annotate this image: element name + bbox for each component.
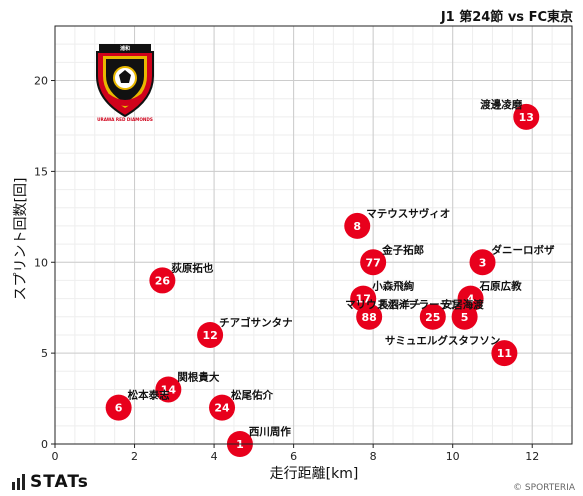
y-tick-label: 0 [41, 438, 48, 451]
copyright-text: © SPORTERIA [513, 483, 575, 493]
data-point: 3 [469, 249, 496, 276]
point-player-name: ダニーロボザ [492, 243, 555, 256]
point-number-label: 11 [497, 347, 512, 360]
y-tick-label: 10 [34, 256, 48, 269]
point-number-label: 17 [356, 293, 371, 306]
point-player-name: 松尾佑介 [231, 389, 273, 402]
point-marker [469, 249, 496, 276]
y-tick-label: 15 [34, 165, 48, 178]
point-marker [155, 376, 182, 403]
club-crest-logo: 浦和 URAWA RED DIAMONDS [96, 44, 154, 122]
x-tick-label: 2 [131, 450, 138, 463]
point-player-name: 荻原拓也 [171, 261, 213, 274]
plot-frame [54, 25, 573, 445]
stats-bars-icon [12, 474, 25, 490]
crest-top-bar [99, 44, 151, 51]
point-number-label: 3 [479, 256, 487, 269]
data-point: 25 [419, 303, 446, 330]
point-number-label: 5 [461, 311, 469, 324]
point-player-name: 渡邊凌磨 [480, 98, 522, 111]
crest-ribbon [109, 94, 141, 106]
point-player-name: 関根貴大 [177, 370, 219, 383]
match-title: J1 第24節 vs FC東京 [440, 10, 573, 25]
point-number-label: 6 [115, 402, 123, 415]
x-axis-label: 走行距離[km] [270, 465, 359, 482]
point-number-label: 25 [425, 311, 440, 324]
stats-brand-text: STATs [30, 472, 89, 492]
point-number-label: 24 [214, 402, 230, 415]
data-point: 24 [209, 394, 236, 421]
point-number-label: 14 [161, 383, 177, 396]
crest-ball-pattern [119, 70, 131, 83]
point-number-label: 77 [365, 256, 380, 269]
point-player-name: 金子拓郎 [381, 243, 424, 256]
data-point: 12 [197, 321, 224, 348]
point-marker [105, 394, 132, 421]
data-point: 13 [513, 103, 540, 130]
point-marker [197, 321, 224, 348]
y-tick-label: 5 [41, 347, 48, 360]
point-number-label: 26 [155, 274, 171, 287]
x-tick-label: 6 [290, 450, 297, 463]
x-tick-label: 8 [370, 450, 377, 463]
point-player-name: 石原広教 [479, 280, 522, 293]
point-marker [356, 303, 383, 330]
data-point: 5 [451, 303, 478, 330]
point-number-label: 8 [353, 220, 361, 233]
point-number-label: 4 [467, 293, 475, 306]
point-player-name: 小森飛絢 [371, 280, 414, 293]
crest-top-text: 浦和 [120, 45, 130, 52]
point-marker [209, 394, 236, 421]
point-player-name: 松本泰志 [128, 389, 170, 402]
x-tick-label: 0 [52, 450, 59, 463]
y-tick-label: 20 [34, 75, 48, 88]
axes [54, 25, 573, 445]
point-marker [360, 249, 387, 276]
point-number-label: 12 [202, 329, 217, 342]
point-player-name: チアゴサンタナ [219, 316, 293, 329]
point-player-name: 安居海渡 [442, 298, 484, 311]
data-point: 8 [344, 212, 371, 239]
data-point: 77 [360, 249, 387, 276]
point-marker [451, 303, 478, 330]
data-point: 11 [491, 340, 518, 367]
point-marker [419, 303, 446, 330]
data-point: 14 [155, 376, 182, 403]
point-marker [491, 340, 518, 367]
x-tick-label: 12 [525, 450, 539, 463]
y-axis-label: スプリント回数[回] [13, 178, 29, 301]
x-tick-label: 10 [446, 450, 460, 463]
point-player-name: マリウスホイブラーテン [345, 298, 461, 311]
stats-logo: STATs [12, 472, 89, 492]
point-player-name: マテウスサヴィオ [366, 207, 450, 220]
point-marker [149, 267, 176, 294]
data-point: 88 [356, 303, 383, 330]
crest-club-name: URAWA RED DIAMONDS [97, 117, 153, 122]
data-point: 26 [149, 267, 176, 294]
point-player-name: 西川周作 [249, 425, 291, 438]
point-number-label: 88 [362, 311, 377, 324]
point-player-name: 長沼洋一 [378, 298, 420, 311]
point-player-name: サミュエルグスタフソン [385, 334, 501, 347]
point-marker [513, 103, 540, 130]
point-marker [344, 212, 371, 239]
data-point: 6 [105, 394, 132, 421]
point-number-label: 13 [519, 111, 534, 124]
x-tick-label: 4 [211, 450, 218, 463]
